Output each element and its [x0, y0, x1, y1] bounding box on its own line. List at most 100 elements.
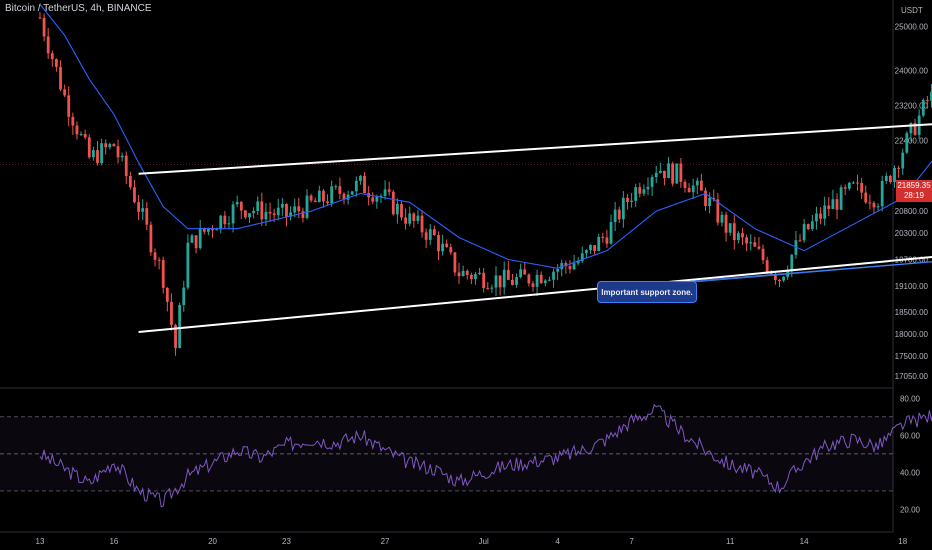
candle-body	[597, 236, 601, 252]
time-tick-label: Jul	[479, 537, 489, 546]
time-tick-label: 7	[629, 537, 634, 546]
candle-body	[556, 269, 560, 272]
candle-body	[486, 288, 490, 290]
candle-body	[260, 201, 264, 220]
candle-body	[330, 186, 334, 204]
candle-body	[539, 274, 543, 284]
moving-average-line	[39, 4, 932, 269]
candle-body	[453, 252, 457, 273]
candle-body	[437, 235, 440, 252]
candle-body	[856, 182, 859, 184]
bar-countdown: 28:19	[903, 191, 925, 200]
candle-body	[120, 155, 124, 158]
price-tick-label: 23200.00	[895, 102, 929, 111]
last-price-value: 21859.35	[897, 181, 931, 190]
candle-body	[474, 274, 477, 280]
candle-body	[564, 263, 568, 267]
candle-body	[272, 213, 276, 216]
candle-body	[646, 186, 650, 190]
candle-body	[408, 213, 412, 224]
candle-body	[289, 212, 292, 217]
candle-body	[560, 263, 564, 270]
rsi-tick-label: 20.00	[900, 505, 921, 514]
support-zone-callout[interactable]: Important support zone.	[597, 281, 697, 303]
price-axis-unit: USDT	[901, 6, 923, 15]
candle-body	[527, 274, 531, 284]
price-tick-label: 22400.00	[895, 137, 929, 146]
candle-body	[876, 206, 880, 208]
candle-body	[519, 269, 523, 278]
candle-body	[831, 199, 835, 209]
chart-title: Bitcoin / TetherUS, 4h, BINANCE	[5, 3, 152, 14]
candle-body	[256, 201, 260, 211]
candle-body	[264, 211, 268, 220]
candle-body	[424, 232, 428, 240]
candle-body	[724, 214, 728, 233]
candle-body	[580, 253, 584, 262]
candle-body	[161, 260, 165, 288]
candle-body	[650, 177, 654, 187]
candle-body	[420, 215, 424, 233]
candle-body	[704, 190, 707, 207]
candle-body	[905, 133, 909, 153]
rsi-tick-label: 40.00	[900, 468, 921, 477]
candle-body	[112, 143, 116, 147]
candle-body	[293, 206, 297, 213]
candle-body	[42, 17, 46, 37]
candle-body	[810, 221, 814, 230]
candle-body	[412, 213, 416, 221]
candle-body	[749, 242, 753, 244]
candle-body	[305, 195, 309, 219]
candle-body	[930, 91, 932, 101]
candle-body	[847, 182, 851, 189]
time-tick-label: 4	[555, 537, 560, 546]
candle-body	[893, 167, 896, 182]
candle-body	[901, 152, 905, 169]
candle-body	[170, 301, 173, 325]
candle-body	[634, 187, 638, 201]
candle-body	[202, 228, 206, 232]
candle-body	[732, 223, 736, 241]
candle-body	[757, 246, 761, 249]
candle-body	[445, 243, 449, 248]
candle-body	[116, 146, 120, 158]
candle-body	[239, 201, 243, 211]
candle-body	[268, 211, 272, 214]
candle-body	[642, 189, 646, 194]
candle-body	[297, 206, 301, 212]
candle-body	[741, 233, 744, 238]
candle-body	[921, 99, 925, 116]
candle-body	[359, 175, 362, 181]
candle-body	[63, 89, 67, 96]
candle-body	[695, 180, 699, 186]
price-tick-label: 19700.00	[895, 255, 929, 264]
candle-body	[350, 191, 354, 195]
candle-body	[309, 195, 313, 201]
candle-body	[55, 59, 58, 67]
candle-body	[153, 252, 157, 260]
candle-body	[502, 269, 506, 288]
candle-body	[75, 125, 79, 135]
candle-body	[601, 236, 605, 238]
time-tick-label: 11	[726, 537, 735, 546]
candle-body	[50, 53, 54, 60]
candle-body	[223, 215, 227, 225]
trendline-upper	[138, 123, 932, 175]
candle-body	[157, 259, 161, 261]
candle-body	[798, 240, 802, 242]
candle-body	[104, 143, 108, 148]
candle-body	[691, 185, 695, 193]
candle-body	[548, 279, 551, 281]
candle-body	[108, 143, 112, 148]
candle-body	[79, 134, 83, 136]
candle-body	[194, 235, 198, 249]
time-tick-label: 23	[282, 537, 291, 546]
candle-body	[761, 248, 765, 261]
candle-body	[449, 247, 453, 253]
candle-body	[626, 197, 629, 202]
candle-body	[71, 116, 75, 126]
candle-body	[843, 187, 847, 189]
time-tick-label: 20	[208, 537, 217, 546]
candle-body	[322, 190, 325, 202]
